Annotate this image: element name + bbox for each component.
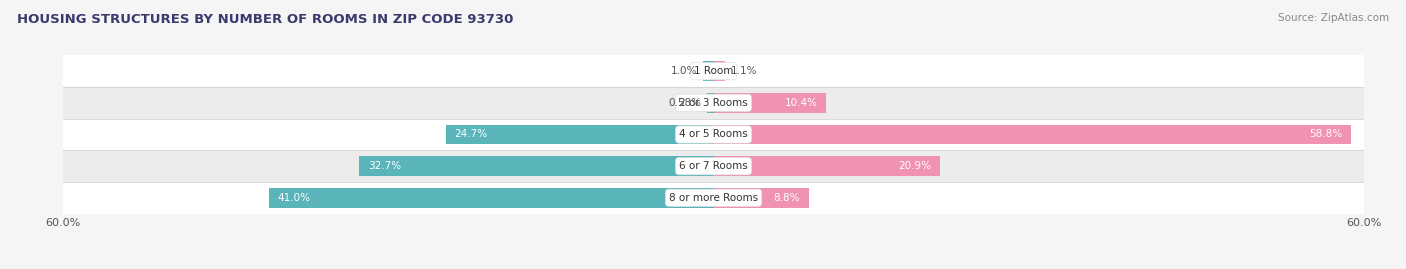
Text: Source: ZipAtlas.com: Source: ZipAtlas.com	[1278, 13, 1389, 23]
Bar	[713, 61, 725, 81]
Text: 58.8%: 58.8%	[1309, 129, 1343, 140]
Bar	[707, 93, 713, 113]
Bar	[359, 156, 713, 176]
Text: 20.9%: 20.9%	[898, 161, 931, 171]
Bar	[63, 55, 1364, 87]
Text: 2 or 3 Rooms: 2 or 3 Rooms	[679, 98, 748, 108]
Bar	[63, 150, 1364, 182]
Bar	[713, 125, 1351, 144]
Text: 4 or 5 Rooms: 4 or 5 Rooms	[679, 129, 748, 140]
Bar	[63, 182, 1364, 214]
Text: 0.58%: 0.58%	[669, 98, 702, 108]
Bar	[269, 188, 713, 208]
Text: HOUSING STRUCTURES BY NUMBER OF ROOMS IN ZIP CODE 93730: HOUSING STRUCTURES BY NUMBER OF ROOMS IN…	[17, 13, 513, 26]
Bar	[446, 125, 713, 144]
Text: 1.1%: 1.1%	[731, 66, 758, 76]
Text: 24.7%: 24.7%	[454, 129, 488, 140]
Bar	[703, 61, 713, 81]
Text: 41.0%: 41.0%	[278, 193, 311, 203]
Text: 8 or more Rooms: 8 or more Rooms	[669, 193, 758, 203]
Text: 10.4%: 10.4%	[785, 98, 818, 108]
Bar	[713, 188, 808, 208]
Bar	[63, 119, 1364, 150]
Bar	[713, 93, 827, 113]
Bar	[63, 87, 1364, 119]
Bar	[713, 156, 941, 176]
Text: 32.7%: 32.7%	[368, 161, 401, 171]
Text: 1 Room: 1 Room	[693, 66, 734, 76]
Text: 8.8%: 8.8%	[773, 193, 800, 203]
Text: 6 or 7 Rooms: 6 or 7 Rooms	[679, 161, 748, 171]
Text: 1.0%: 1.0%	[671, 66, 697, 76]
